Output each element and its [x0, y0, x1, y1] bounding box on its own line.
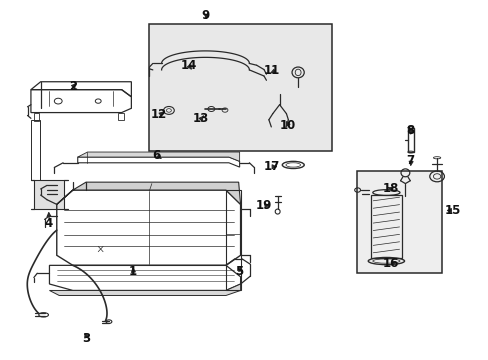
Text: 15: 15: [444, 204, 461, 217]
Text: 2: 2: [69, 80, 77, 93]
Text: 3: 3: [82, 332, 90, 345]
Text: 17: 17: [263, 160, 279, 173]
Bar: [149, 24, 331, 151]
Text: 7: 7: [406, 154, 413, 167]
Bar: [356, 171, 441, 273]
Text: 5: 5: [235, 265, 243, 278]
Text: 1: 1: [128, 265, 136, 278]
Text: 16: 16: [382, 257, 398, 270]
Polygon shape: [78, 152, 239, 161]
Text: 4: 4: [44, 216, 53, 230]
Text: 12: 12: [151, 108, 167, 121]
Text: 11: 11: [263, 64, 279, 77]
Bar: [407, 128, 413, 152]
Text: 18: 18: [382, 183, 398, 195]
Text: 14: 14: [180, 59, 196, 72]
Text: 8: 8: [406, 124, 413, 137]
Polygon shape: [49, 284, 240, 296]
Bar: [370, 195, 401, 258]
Text: 9: 9: [201, 9, 209, 22]
Text: 6: 6: [152, 149, 161, 162]
Polygon shape: [57, 182, 240, 204]
Text: 13: 13: [192, 112, 208, 125]
Text: 10: 10: [279, 119, 295, 132]
Polygon shape: [34, 180, 64, 210]
Text: 19: 19: [255, 199, 272, 212]
